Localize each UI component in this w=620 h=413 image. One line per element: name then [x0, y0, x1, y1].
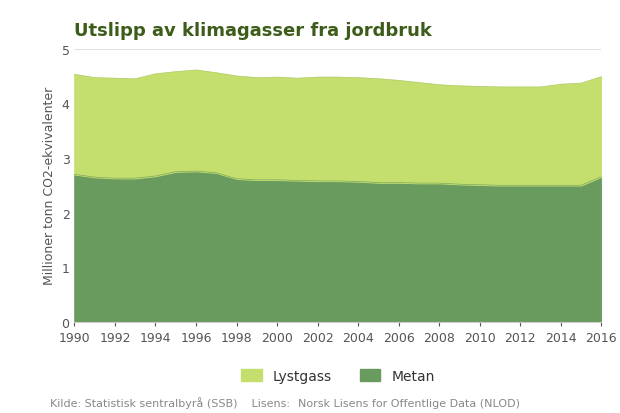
Text: Norsk Lisens for Offentlige Data (NLOD): Norsk Lisens for Offentlige Data (NLOD) — [298, 398, 520, 408]
Legend: Lystgass, Metan: Lystgass, Metan — [234, 362, 442, 389]
Text: Kilde: Statistisk sentralbyrå (SSB)    Lisens:: Kilde: Statistisk sentralbyrå (SSB) Lise… — [50, 396, 293, 408]
Y-axis label: Millioner tonn CO2-ekvivalenter: Millioner tonn CO2-ekvivalenter — [43, 87, 56, 285]
Text: Utslipp av klimagasser fra jordbruk: Utslipp av klimagasser fra jordbruk — [74, 22, 432, 40]
